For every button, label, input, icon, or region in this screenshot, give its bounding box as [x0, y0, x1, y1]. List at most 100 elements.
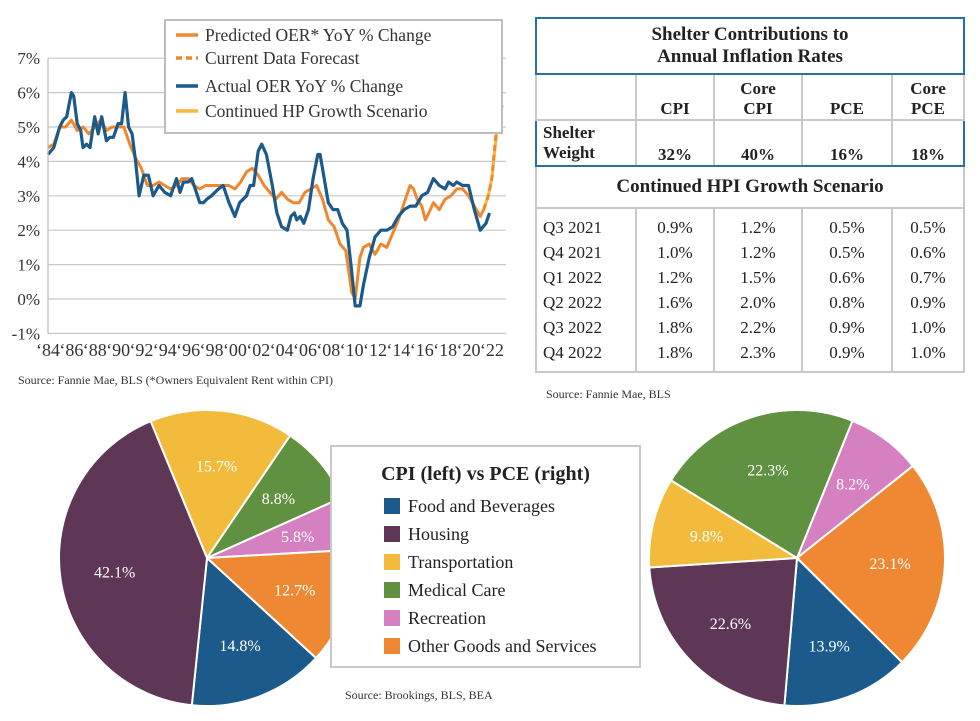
- row-value: 1.5%: [713, 265, 803, 290]
- row-value: 0.6%: [801, 265, 893, 290]
- x-tick-label: ‘08: [316, 340, 340, 360]
- header-cpi: CPI: [635, 73, 715, 121]
- x-tick-label: ‘96: [176, 340, 200, 360]
- row-period: Q3 2021: [535, 207, 637, 240]
- legend-swatch: [384, 498, 400, 514]
- legend-label: Food and Beverages: [408, 495, 555, 516]
- x-tick-label: ‘04: [270, 340, 294, 360]
- row-value: 0.7%: [891, 265, 965, 290]
- y-tick-label: 2%: [17, 221, 40, 240]
- row-value: 1.8%: [635, 315, 715, 340]
- row-value: 2.0%: [713, 290, 803, 315]
- table-header-row: CPI Core CPI PCE Core PCE: [535, 73, 965, 121]
- x-tick-label: ‘20: [456, 340, 480, 360]
- legend-label: Actual OER YoY % Change: [205, 76, 403, 96]
- pie-data-label: 12.7%: [274, 582, 315, 599]
- row-value: 0.6%: [891, 240, 965, 265]
- table-row: Q1 2022 1.2% 1.5% 0.6% 0.7%: [535, 265, 965, 290]
- row-value: 0.9%: [801, 315, 893, 340]
- pie-slice-medical-care: [669, 409, 854, 560]
- pie-slice-food-and-beverages: [783, 555, 904, 707]
- legend-swatch: [384, 554, 400, 570]
- legend-item: Recreation: [332, 604, 639, 632]
- row-value: 0.5%: [891, 207, 965, 240]
- shelter-weight-cpi: 32%: [635, 119, 715, 167]
- row-value: 2.3%: [713, 340, 803, 373]
- pie-slice-transportation: [149, 409, 292, 561]
- header-core-cpi: Core CPI: [713, 73, 803, 121]
- pie-legend-title: CPI (left) vs PCE (right): [381, 463, 590, 485]
- table-row: Q3 2022 1.8% 2.2% 0.9% 1.0%: [535, 315, 965, 340]
- pie-data-label: 22.6%: [710, 616, 751, 633]
- row-value: 1.0%: [891, 340, 965, 373]
- legend-label: Medical Care: [408, 579, 506, 600]
- pie-data-label: 13.9%: [808, 639, 849, 656]
- table-row: Q3 2021 0.9% 1.2% 0.5% 0.5%: [535, 207, 965, 240]
- pie-legend: CPI (left) vs PCE (right) Food and Bever…: [330, 445, 641, 668]
- row-value: 0.9%: [635, 207, 715, 240]
- row-value: 0.5%: [801, 207, 893, 240]
- table-title: Shelter Contributions to Annual Inflation…: [535, 17, 965, 75]
- header-pce: PCE: [801, 73, 893, 121]
- y-tick-label: -1%: [12, 324, 40, 343]
- legend-swatch: [384, 526, 400, 542]
- pie-data-label: 9.8%: [690, 528, 723, 545]
- legend-swatch: [384, 610, 400, 626]
- x-tick-label: ‘22: [480, 340, 504, 360]
- legend-label: Continued HP Growth Scenario: [205, 101, 428, 121]
- x-tick-label: ‘06: [293, 340, 317, 360]
- x-tick-label: ‘88: [83, 340, 107, 360]
- series-line-2: [46, 90, 492, 308]
- shelter-weight-core-pce: 18%: [891, 119, 965, 167]
- legend-label: Predicted OER* YoY % Change: [205, 25, 432, 45]
- pie-data-label: 8.8%: [262, 491, 295, 508]
- y-tick-label: 6%: [17, 84, 40, 103]
- x-tick-label: ‘00: [223, 340, 247, 360]
- row-value: 1.0%: [635, 240, 715, 265]
- legend-label: Recreation: [408, 607, 486, 628]
- row-value: 1.8%: [635, 340, 715, 373]
- row-value: 0.8%: [801, 290, 893, 315]
- row-period: Q3 2022: [535, 315, 637, 340]
- table-subtitle: Continued HPI Growth Scenario: [535, 165, 965, 209]
- pie-source: Source: Brookings, BLS, BEA: [345, 688, 493, 702]
- pce-pie: 8.2% 23.1% 13.9% 22.6% 9.8% 22.3%: [648, 409, 946, 707]
- row-period: Q2 2022: [535, 290, 637, 315]
- x-tick-label: ‘02: [246, 340, 270, 360]
- pie-data-label: 5.8%: [281, 529, 314, 546]
- table-row: Q4 2021 1.0% 1.2% 0.5% 0.6%: [535, 240, 965, 265]
- row-period: Q1 2022: [535, 265, 637, 290]
- line-chart-legend: Predicted OER* YoY % Change Current Data …: [164, 19, 503, 134]
- pie-data-label: 15.7%: [196, 458, 237, 475]
- row-period: Q4 2021: [535, 240, 637, 265]
- header-core-pce: Core PCE: [891, 73, 965, 121]
- legend-label: Current Data Forecast: [205, 48, 360, 68]
- x-tick-label: ‘92: [129, 340, 153, 360]
- x-tick-label: ‘18: [433, 340, 457, 360]
- pie-charts: 15.7% 8.8% 5.8% 12.7% 14.8% 42.1% 8.2% 23.1% 13…: [58, 409, 946, 707]
- pie-slice-housing: [648, 556, 799, 707]
- line-chart-source: Source: Fannie Mae, BLS (*Owners Equival…: [18, 373, 333, 387]
- row-value: 1.2%: [713, 207, 803, 240]
- row-value: 1.0%: [891, 315, 965, 340]
- pie-slice-transportation: [648, 478, 801, 569]
- y-tick-label: 1%: [17, 256, 40, 275]
- shelter-contributions-table: Shelter Contributions to Annual Inflation…: [535, 17, 965, 373]
- x-tick-label: ‘98: [200, 340, 224, 360]
- x-tick-label: ‘12: [363, 340, 387, 360]
- pie-data-label: 14.8%: [219, 638, 260, 655]
- y-tick-label: 5%: [17, 118, 40, 137]
- shelter-weight-pce: 16%: [801, 119, 893, 167]
- shelter-weight-core-cpi: 40%: [713, 119, 803, 167]
- legend-item: Other Goods and Services: [332, 632, 639, 660]
- shelter-weight-label: Shelter Weight: [535, 119, 637, 167]
- legend-swatch: [384, 582, 400, 598]
- pie-data-label: 22.3%: [747, 462, 788, 479]
- cpi-pie: 15.7% 8.8% 5.8% 12.7% 14.8% 42.1%: [58, 409, 356, 707]
- row-period: Q4 2022: [535, 340, 637, 373]
- legend-label: Housing: [408, 523, 470, 544]
- x-tick-label: ‘84: [36, 340, 60, 360]
- x-tick-label: ‘94: [153, 340, 177, 360]
- row-value: 0.9%: [891, 290, 965, 315]
- x-tick-label: ‘90: [106, 340, 130, 360]
